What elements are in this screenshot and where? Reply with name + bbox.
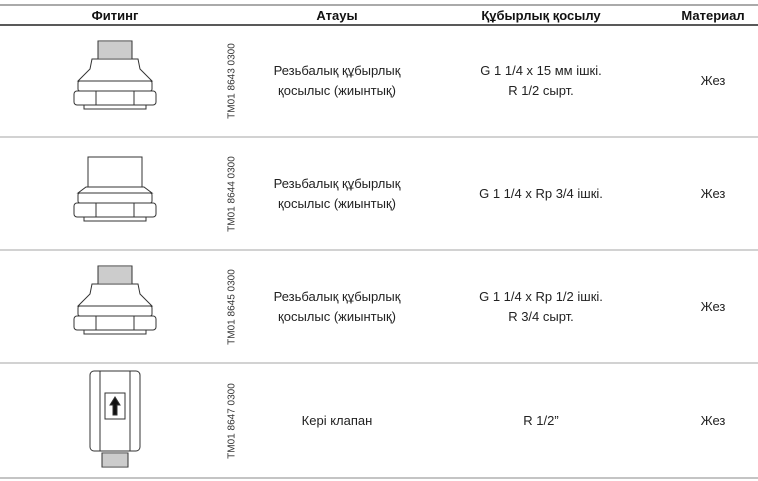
fitting-drawing <box>73 265 157 335</box>
fitting-name: қосылыс (жиынтық) <box>278 195 396 211</box>
connection: G 1 1/4 x Rp 3/4 ішкі. <box>479 185 603 201</box>
fitting-drawing <box>89 370 141 468</box>
fitting-name: қосылыс (жиынтық) <box>278 83 396 98</box>
fitting-drawing <box>73 156 157 222</box>
material: Жез <box>700 412 726 428</box>
connection: R 1/2” <box>523 412 559 428</box>
drawing-code: TM01 8647 0300 <box>226 382 238 459</box>
fitting-drawing <box>73 40 157 110</box>
material: Жез <box>700 73 726 88</box>
column-header: Құбырлық қосылу <box>481 8 601 23</box>
drawing-code: TM01 8645 0300 <box>226 268 238 345</box>
material: Жез <box>700 185 726 201</box>
connection: R 1/2 сырт. <box>508 83 574 98</box>
fitting-name: Резьбалық құбырлық <box>273 288 401 304</box>
fitting-name: қосылыс (жиынтық) <box>278 308 396 324</box>
fitting-name: Резьбалық құбырлық <box>273 175 401 191</box>
fitting-name: Кері клапан <box>301 412 373 428</box>
connection: R 3/4 сырт. <box>508 308 574 324</box>
column-header: Фитинг <box>91 8 139 23</box>
connection: G 1 1/4 x 15 мм ішкі. <box>480 63 602 78</box>
material: Жез <box>700 298 726 314</box>
column-header: Материал <box>681 8 745 23</box>
connection: G 1 1/4 x Rp 1/2 ішкі. <box>479 288 603 304</box>
drawing-code: TM01 8643 0300 <box>226 43 238 119</box>
drawing-code: TM01 8644 0300 <box>226 155 238 232</box>
fitting-name: Резьбалық құбырлық <box>273 63 401 78</box>
column-header: Атауы <box>316 8 358 23</box>
